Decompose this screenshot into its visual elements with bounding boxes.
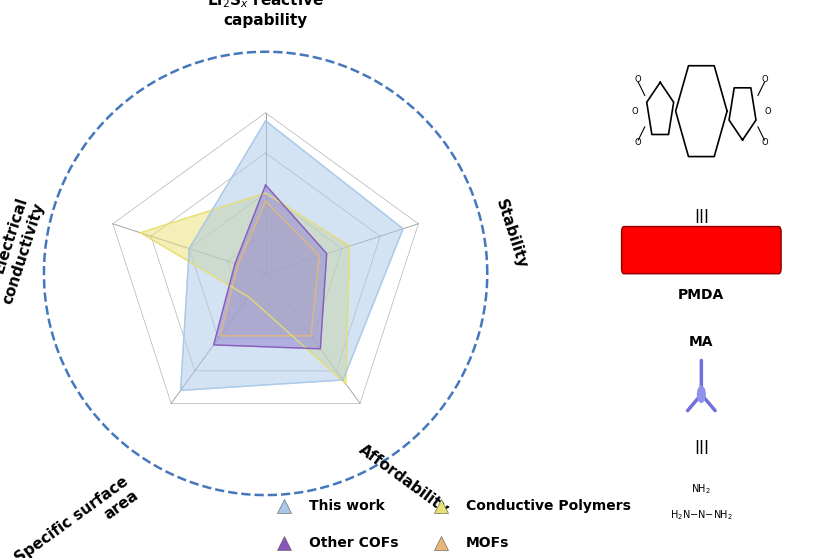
Text: O: O xyxy=(765,107,772,116)
Text: MOFs: MOFs xyxy=(466,536,509,551)
Text: O: O xyxy=(631,107,637,116)
Text: NH$_2$: NH$_2$ xyxy=(691,482,711,496)
Text: Specific surface
area: Specific surface area xyxy=(12,474,142,558)
FancyBboxPatch shape xyxy=(622,227,781,274)
Polygon shape xyxy=(181,121,403,391)
Text: O: O xyxy=(635,75,642,84)
Text: Other COFs: Other COFs xyxy=(309,536,398,551)
Text: O: O xyxy=(635,138,642,147)
Circle shape xyxy=(697,387,705,402)
Text: Stability: Stability xyxy=(493,198,530,271)
Text: PMDA: PMDA xyxy=(678,288,725,302)
Text: O: O xyxy=(761,138,768,147)
Text: Electrical
conductivity: Electrical conductivity xyxy=(0,195,46,306)
Text: MA: MA xyxy=(689,335,714,349)
Text: Affordability: Affordability xyxy=(356,442,452,518)
Text: |||: ||| xyxy=(694,209,709,223)
Text: H$_2$N$-$N$-$NH$_2$: H$_2$N$-$N$-$NH$_2$ xyxy=(670,508,733,522)
Polygon shape xyxy=(140,193,349,384)
Polygon shape xyxy=(213,185,327,349)
Text: Li$_2$S$_x$ reactive
capability: Li$_2$S$_x$ reactive capability xyxy=(208,0,324,28)
Text: |||: ||| xyxy=(694,440,709,454)
Polygon shape xyxy=(220,201,319,336)
Text: O: O xyxy=(761,75,768,84)
Text: Conductive Polymers: Conductive Polymers xyxy=(466,499,631,513)
Text: This work: This work xyxy=(309,499,384,513)
